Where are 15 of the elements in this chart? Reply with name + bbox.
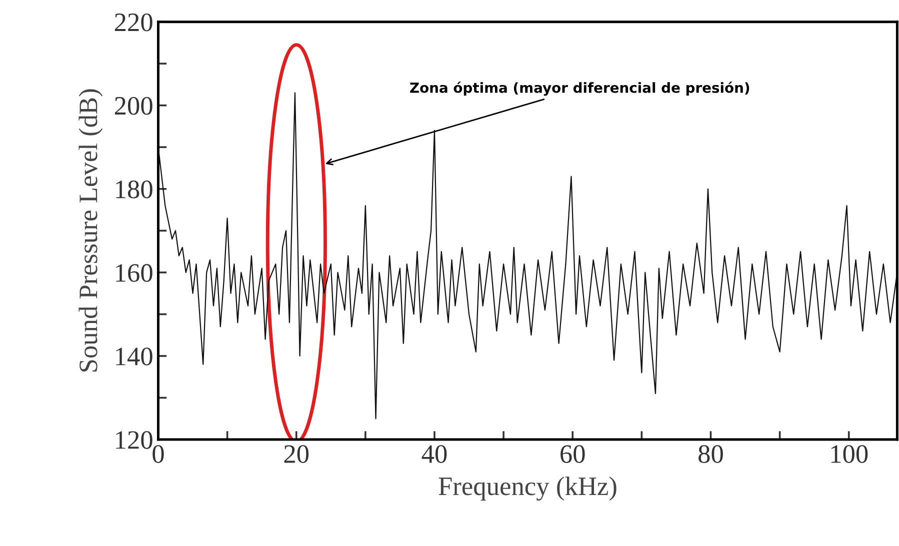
y-tick-label: 140: [116, 348, 152, 366]
y-tick-label: 220: [114, 13, 152, 32]
annotation: Zona óptima (mayor diferencial de presión): [410, 82, 750, 96]
y-tick-label: 120: [116, 431, 152, 449]
x-tick-label: 0: [152, 445, 164, 463]
x-tick-label: 40: [422, 445, 447, 463]
x-tick-label: 60: [560, 445, 585, 463]
y-axis-title: Sound Pressure Level (dB): [78, 89, 103, 372]
x-axis-title: Frequency (kHz): [438, 476, 616, 501]
y-tick-label: 160: [116, 264, 152, 282]
y-tick-label: 180: [116, 180, 152, 198]
x-tick-label: 20: [284, 445, 309, 463]
y-tick-label: 200: [114, 96, 152, 115]
x-tick-label: 100: [831, 445, 868, 463]
x-tick-label: 80: [698, 445, 723, 463]
